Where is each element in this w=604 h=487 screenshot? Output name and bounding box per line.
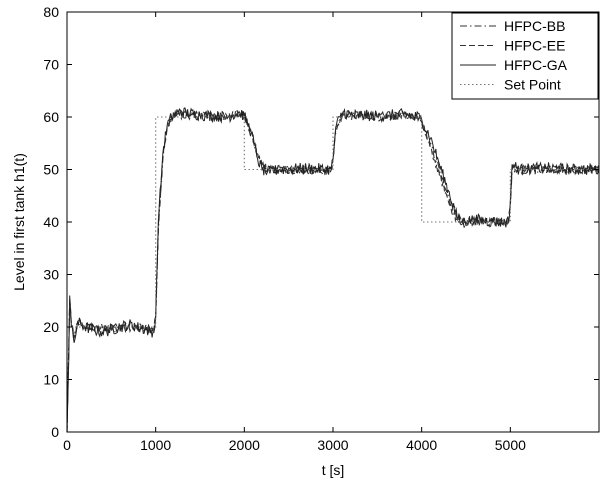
legend-label: Set Point [504, 77, 561, 93]
y-tick-label: 30 [43, 267, 59, 283]
legend: HFPC-BB HFPC-EE HFPC-GA Set Point [451, 12, 599, 100]
y-axis-ticks: 0 10 20 30 40 50 60 70 80 [43, 4, 599, 440]
legend-label: HFPC-EE [504, 38, 565, 54]
x-tick-label: 4000 [406, 437, 437, 453]
plot-lines [66, 107, 600, 433]
x-tick-label: 0 [63, 437, 71, 453]
x-tick-label: 3000 [317, 437, 348, 453]
y-axis-label: Level in first tank h1(t) [11, 153, 27, 291]
y-tick-label: 80 [43, 4, 59, 20]
legend-label: HFPC-GA [504, 57, 568, 73]
y-tick-label: 10 [43, 372, 59, 388]
x-axis-label: t [s] [322, 462, 345, 478]
y-tick-label: 70 [43, 57, 59, 73]
x-tick-label: 2000 [229, 437, 260, 453]
legend-label: HFPC-BB [504, 18, 565, 34]
x-tick-label: 5000 [495, 437, 526, 453]
y-tick-label: 20 [43, 319, 59, 335]
x-axis-ticks: 0 1000 2000 3000 4000 5000 [63, 12, 526, 453]
y-tick-label: 40 [43, 214, 59, 230]
series-line-set-point [67, 116, 599, 328]
y-tick-label: 50 [43, 162, 59, 178]
y-tick-label: 60 [43, 109, 59, 125]
x-tick-label: 1000 [140, 437, 171, 453]
y-tick-label: 0 [51, 424, 59, 440]
